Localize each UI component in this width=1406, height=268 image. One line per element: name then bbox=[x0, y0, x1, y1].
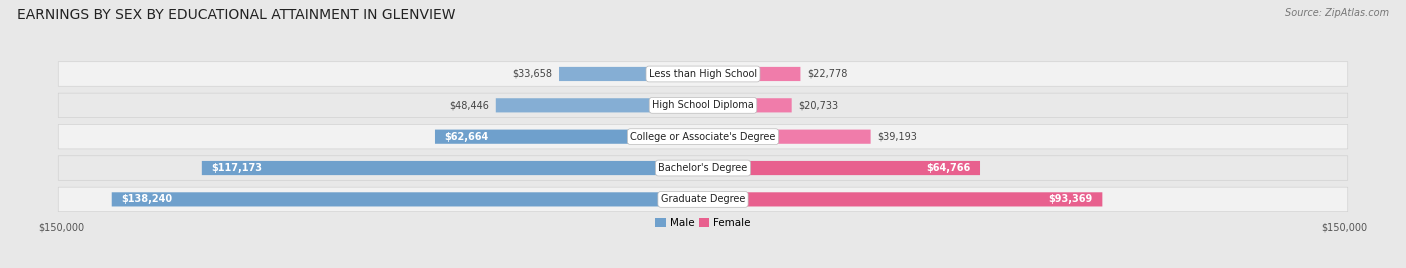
FancyBboxPatch shape bbox=[703, 130, 870, 144]
Text: $22,778: $22,778 bbox=[807, 69, 848, 79]
FancyBboxPatch shape bbox=[58, 156, 1348, 180]
FancyBboxPatch shape bbox=[58, 124, 1348, 149]
Text: $20,733: $20,733 bbox=[799, 100, 838, 110]
FancyBboxPatch shape bbox=[703, 161, 980, 175]
Text: Less than High School: Less than High School bbox=[650, 69, 756, 79]
FancyBboxPatch shape bbox=[58, 187, 1348, 212]
FancyBboxPatch shape bbox=[58, 62, 1348, 86]
Text: Graduate Degree: Graduate Degree bbox=[661, 194, 745, 204]
Text: $62,664: $62,664 bbox=[444, 132, 489, 142]
FancyBboxPatch shape bbox=[703, 98, 792, 112]
Text: Source: ZipAtlas.com: Source: ZipAtlas.com bbox=[1285, 8, 1389, 18]
FancyBboxPatch shape bbox=[434, 130, 703, 144]
Text: $138,240: $138,240 bbox=[121, 194, 173, 204]
FancyBboxPatch shape bbox=[560, 67, 703, 81]
FancyBboxPatch shape bbox=[703, 192, 1102, 206]
Text: $64,766: $64,766 bbox=[927, 163, 970, 173]
Text: $117,173: $117,173 bbox=[211, 163, 263, 173]
Text: EARNINGS BY SEX BY EDUCATIONAL ATTAINMENT IN GLENVIEW: EARNINGS BY SEX BY EDUCATIONAL ATTAINMEN… bbox=[17, 8, 456, 22]
FancyBboxPatch shape bbox=[703, 67, 800, 81]
FancyBboxPatch shape bbox=[58, 93, 1348, 118]
Text: High School Diploma: High School Diploma bbox=[652, 100, 754, 110]
FancyBboxPatch shape bbox=[496, 98, 703, 112]
FancyBboxPatch shape bbox=[202, 161, 703, 175]
Legend: Male, Female: Male, Female bbox=[655, 218, 751, 228]
Text: $39,193: $39,193 bbox=[877, 132, 917, 142]
Text: $48,446: $48,446 bbox=[450, 100, 489, 110]
FancyBboxPatch shape bbox=[111, 192, 703, 206]
Text: $93,369: $93,369 bbox=[1049, 194, 1092, 204]
Text: College or Associate's Degree: College or Associate's Degree bbox=[630, 132, 776, 142]
Text: $33,658: $33,658 bbox=[513, 69, 553, 79]
Text: Bachelor's Degree: Bachelor's Degree bbox=[658, 163, 748, 173]
